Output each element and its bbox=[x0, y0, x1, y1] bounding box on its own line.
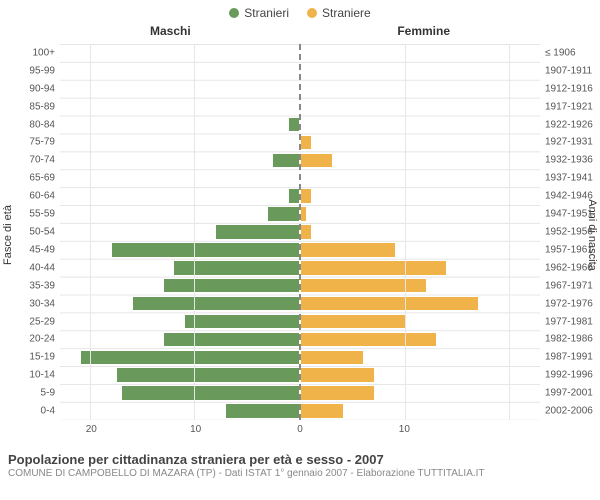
female-bar bbox=[301, 225, 311, 239]
male-bar bbox=[164, 279, 299, 293]
x-tick-label: 10 bbox=[399, 424, 410, 435]
age-band-label: 70-74 bbox=[0, 155, 55, 166]
legend-label-female: Straniere bbox=[322, 6, 371, 20]
age-band-label: 100+ bbox=[0, 47, 55, 58]
age-band-label: 75-79 bbox=[0, 137, 55, 148]
male-bar bbox=[112, 243, 299, 257]
y-right-labels: ≤ 1906 1907-1911 1912-1916 1917-1921 1922-19… bbox=[545, 44, 600, 420]
male-bar bbox=[185, 315, 299, 329]
panel-title-left: Maschi bbox=[150, 24, 191, 38]
female-bar bbox=[301, 386, 374, 400]
birth-years-label: 1937-1941 bbox=[545, 173, 600, 184]
legend-item-female: Straniere bbox=[307, 6, 371, 20]
population-pyramid: Maschi Femmine Fasce di età Anni di nasc… bbox=[0, 20, 600, 450]
female-bar bbox=[301, 136, 311, 150]
age-band-label: 30-34 bbox=[0, 298, 55, 309]
age-band-label: 90-94 bbox=[0, 83, 55, 94]
female-bar bbox=[301, 297, 478, 311]
birth-years-label: 1917-1921 bbox=[545, 101, 600, 112]
age-band-label: 25-29 bbox=[0, 316, 55, 327]
age-band-label: 0-4 bbox=[0, 406, 55, 417]
female-bar bbox=[301, 368, 374, 382]
female-bar bbox=[301, 154, 332, 168]
birth-years-label: 1982-1986 bbox=[545, 334, 600, 345]
age-band-label: 95-99 bbox=[0, 65, 55, 76]
age-band-label: 10-14 bbox=[0, 370, 55, 381]
female-panel bbox=[301, 44, 540, 420]
birth-years-label: 1992-1996 bbox=[545, 370, 600, 381]
male-bar bbox=[289, 189, 299, 203]
male-bar bbox=[81, 351, 299, 365]
female-bar bbox=[301, 279, 426, 293]
legend-swatch-female bbox=[307, 8, 317, 18]
birth-years-label: ≤ 1906 bbox=[545, 47, 600, 58]
female-bar bbox=[301, 315, 405, 329]
age-band-label: 85-89 bbox=[0, 101, 55, 112]
male-bar bbox=[273, 154, 299, 168]
birth-years-label: 2002-2006 bbox=[545, 406, 600, 417]
legend-item-male: Stranieri bbox=[229, 6, 289, 20]
panel-title-right: Femmine bbox=[397, 24, 450, 38]
birth-years-label: 1957-1961 bbox=[545, 244, 600, 255]
age-band-label: 15-19 bbox=[0, 352, 55, 363]
chart-title: Popolazione per cittadinanza straniera p… bbox=[8, 452, 592, 467]
birth-years-label: 1907-1911 bbox=[545, 65, 600, 76]
birth-years-label: 1962-1966 bbox=[545, 262, 600, 273]
male-bar bbox=[174, 261, 299, 275]
birth-years-label: 1997-2001 bbox=[545, 388, 600, 399]
age-band-label: 60-64 bbox=[0, 191, 55, 202]
age-band-label: 20-24 bbox=[0, 334, 55, 345]
x-tick-label: 10 bbox=[190, 424, 201, 435]
age-band-label: 50-54 bbox=[0, 227, 55, 238]
male-bar bbox=[226, 404, 299, 418]
male-bar bbox=[268, 207, 299, 221]
age-band-label: 65-69 bbox=[0, 173, 55, 184]
legend-swatch-male bbox=[229, 8, 239, 18]
birth-years-label: 1952-1956 bbox=[545, 227, 600, 238]
male-bar bbox=[122, 386, 299, 400]
age-band-label: 40-44 bbox=[0, 262, 55, 273]
age-band-label: 45-49 bbox=[0, 244, 55, 255]
male-bar bbox=[117, 368, 299, 382]
male-bar bbox=[133, 297, 299, 311]
x-tick-label: 0 bbox=[297, 424, 303, 435]
birth-years-label: 1947-1951 bbox=[545, 209, 600, 220]
female-bar bbox=[301, 189, 311, 203]
female-bar bbox=[301, 207, 306, 221]
female-bar bbox=[301, 404, 343, 418]
birth-years-label: 1942-1946 bbox=[545, 191, 600, 202]
x-tick-label: 20 bbox=[86, 424, 97, 435]
male-bar bbox=[164, 333, 299, 347]
age-band-label: 55-59 bbox=[0, 209, 55, 220]
male-panel bbox=[60, 44, 301, 420]
male-bar bbox=[289, 118, 299, 132]
legend-label-male: Stranieri bbox=[244, 6, 289, 20]
footer: Popolazione per cittadinanza straniera p… bbox=[0, 450, 600, 479]
y-left-labels: 100+ 95-99 90-94 85-89 80-84 75-79 70-74 65-69 6… bbox=[0, 44, 55, 420]
birth-years-label: 1977-1981 bbox=[545, 316, 600, 327]
age-band-label: 5-9 bbox=[0, 388, 55, 399]
legend: Stranieri Straniere bbox=[0, 0, 600, 20]
x-axis-ticks: 20 10 0 10 bbox=[60, 424, 540, 438]
bars-container bbox=[60, 44, 540, 420]
age-band-label: 35-39 bbox=[0, 280, 55, 291]
birth-years-label: 1972-1976 bbox=[545, 298, 600, 309]
birth-years-label: 1912-1916 bbox=[545, 83, 600, 94]
birth-years-label: 1987-1991 bbox=[545, 352, 600, 363]
female-bar bbox=[301, 351, 363, 365]
male-bar bbox=[216, 225, 299, 239]
birth-years-label: 1922-1926 bbox=[545, 119, 600, 130]
female-bar bbox=[301, 333, 436, 347]
birth-years-label: 1927-1931 bbox=[545, 137, 600, 148]
birth-years-label: 1932-1936 bbox=[545, 155, 600, 166]
age-band-label: 80-84 bbox=[0, 119, 55, 130]
birth-years-label: 1967-1971 bbox=[545, 280, 600, 291]
chart-subtitle: COMUNE DI CAMPOBELLO DI MAZARA (TP) - Da… bbox=[8, 468, 592, 479]
female-bar bbox=[301, 261, 446, 275]
female-bar bbox=[301, 243, 395, 257]
